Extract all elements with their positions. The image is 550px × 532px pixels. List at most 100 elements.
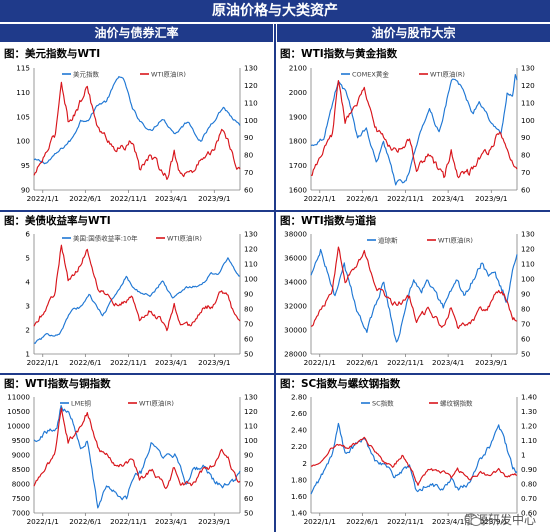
legend-label: WTI原油(R) — [167, 233, 202, 242]
y-left-tick-label: 2.40 — [291, 426, 307, 435]
y-right-tick-label: 80 — [521, 305, 531, 314]
y-left-tick-label: 5 — [25, 254, 30, 263]
x-tick-label: 2023/9/1 — [198, 194, 230, 203]
y-right-tick-label: 90 — [521, 133, 531, 142]
wechat-icon — [464, 513, 482, 526]
y-right-tick-label: 60 — [244, 186, 254, 195]
x-tick-label: 2023/9/1 — [475, 358, 507, 367]
x-tick-label: 2023/4/1 — [155, 517, 187, 526]
y-left-tick-label: 2.20 — [291, 442, 307, 451]
y-left-tick-label: 36000 — [284, 254, 307, 263]
y-right-tick-label: 0.80 — [521, 480, 537, 489]
x-tick-label: 2022/1/1 — [27, 358, 59, 367]
y-right-tick-label: 130 — [244, 393, 258, 402]
x-tick-label: 2023/4/1 — [155, 194, 187, 203]
y-right-tick-label: 50 — [521, 350, 531, 359]
x-tick-label: 2023/9/1 — [198, 517, 230, 526]
y-right-tick-label: 120 — [521, 81, 535, 90]
y-right-tick-label: 120 — [244, 81, 258, 90]
legend-label: LME铜 — [71, 398, 91, 407]
y-right-tick-label: 0.70 — [521, 494, 537, 503]
y-right-tick-label: 120 — [521, 245, 535, 254]
x-tick-label: 2022/6/1 — [346, 517, 378, 526]
y-right-tick-label: 100 — [244, 275, 258, 284]
section-header-right: 油价与股市大宗 — [277, 24, 550, 42]
y-left-tick-label: 95 — [21, 161, 30, 170]
x-tick-label: 2022/1/1 — [27, 194, 59, 203]
x-tick-label: 2022/11/1 — [110, 194, 147, 203]
y-right-tick-label: 70 — [244, 320, 254, 329]
y-left-tick-label: 28000 — [284, 350, 307, 359]
y-left-tick-label: 1 — [25, 350, 30, 359]
y-left-tick-label: 7000 — [12, 509, 31, 518]
y-left-tick-label: 8500 — [12, 465, 31, 474]
x-tick-label: 2022/1/1 — [304, 517, 336, 526]
y-left-tick-label: 115 — [16, 64, 30, 73]
series-line-right — [311, 80, 518, 179]
chart-wti-gold: 1600 1700 1800 1900 2000 2100 60 70 80 90 100 110 12… — [289, 64, 535, 204]
x-tick-label: 2022/11/1 — [387, 358, 424, 367]
y-right-tick-label: 130 — [521, 64, 535, 73]
y-right-tick-label: 100 — [521, 275, 535, 284]
panel-title-wti-copper: 图：WTI指数与铜指数 — [4, 378, 111, 390]
y-left-tick-label: 2 — [25, 326, 30, 335]
y-right-tick-label: 50 — [244, 509, 254, 518]
series-line-right — [33, 244, 241, 332]
x-tick-label: 2023/4/1 — [432, 517, 464, 526]
y-left-tick-label: 1.60 — [291, 492, 307, 501]
y-left-tick-label: 9000 — [12, 451, 31, 460]
y-right-tick-label: 90 — [244, 133, 254, 142]
x-tick-label: 2022/11/1 — [387, 517, 424, 526]
y-right-tick-label: 60 — [521, 186, 531, 195]
y-right-tick-label: 80 — [521, 151, 531, 160]
y-right-tick-label: 80 — [244, 465, 254, 474]
x-tick-label: 2022/11/1 — [110, 358, 147, 367]
panel-title-sc-rebar: 图：SC指数与螺纹钢指数 — [280, 378, 401, 390]
y-right-tick-label: 70 — [244, 480, 254, 489]
y-left-tick-label: 10000 — [7, 422, 30, 431]
y-right-tick-label: 90 — [244, 290, 254, 299]
chart-ust-yield-wti: 1 2 3 4 5 6 50 60 70 80 90 100 110 120 130 2022/1/1 2022… — [25, 230, 258, 368]
panel-title-ust-wti: 图：美债收益率与WTI — [4, 215, 111, 227]
y-left-tick-label: 1600 — [289, 186, 308, 195]
x-tick-label: 2022/1/1 — [304, 358, 336, 367]
series-line-left — [310, 74, 518, 186]
y-right-tick-label: 0.60 — [521, 509, 537, 518]
y-right-tick-label: 1.30 — [521, 407, 537, 416]
legend-label: WTI原油(R) — [151, 69, 186, 78]
y-right-tick-label: 60 — [521, 335, 531, 344]
series-line-left — [33, 257, 241, 344]
legend-label: SC指数 — [372, 398, 394, 407]
y-left-tick-label: 2000 — [289, 88, 308, 97]
x-tick-label: 2022/11/1 — [387, 194, 424, 203]
x-tick-label: 2022/1/1 — [27, 517, 59, 526]
y-right-tick-label: 70 — [521, 168, 531, 177]
x-tick-label: 2022/6/1 — [69, 194, 101, 203]
y-right-tick-label: 0.90 — [521, 465, 537, 474]
series-line-left — [310, 248, 518, 343]
y-right-tick-label: 130 — [244, 230, 258, 239]
y-left-tick-label: 2.80 — [291, 393, 307, 402]
panel-title-wti-dow: 图：WTI指数与道指 — [280, 215, 377, 227]
x-tick-label: 2023/4/1 — [155, 358, 187, 367]
legend-label: WTI原油(R) — [139, 398, 174, 407]
y-right-tick-label: 110 — [244, 98, 258, 107]
panel-title-usd-wti: 图：美元指数与WTI — [4, 48, 101, 60]
series-line-left — [33, 76, 241, 165]
legend-label: 美元指数 — [73, 69, 100, 78]
series-line-right — [310, 436, 518, 486]
legend-label: WTI原油(R) — [438, 235, 473, 244]
y-right-tick-label: 130 — [521, 230, 535, 239]
y-right-tick-label: 1.20 — [521, 422, 537, 431]
y-left-tick-label: 32000 — [284, 302, 307, 311]
series-line-right — [33, 407, 241, 490]
y-left-tick-label: 105 — [16, 112, 30, 121]
y-left-tick-label: 2 — [302, 459, 307, 468]
section-header-left: 油价与债券汇率 — [0, 24, 273, 42]
y-right-tick-label: 110 — [244, 260, 258, 269]
series-line-right — [310, 246, 518, 330]
y-right-tick-label: 90 — [521, 290, 531, 299]
y-left-tick-label: 100 — [16, 137, 30, 146]
series-line-left — [310, 422, 518, 495]
x-tick-label: 2023/9/1 — [475, 517, 507, 526]
